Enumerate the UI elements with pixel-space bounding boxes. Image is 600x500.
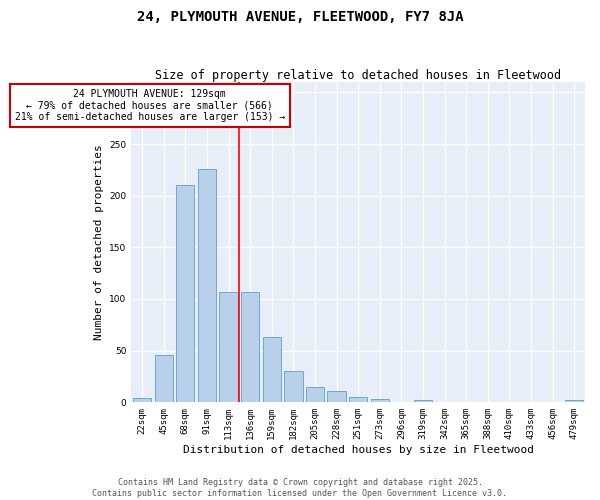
Bar — [371, 399, 389, 402]
X-axis label: Distribution of detached houses by size in Fleetwood: Distribution of detached houses by size … — [182, 445, 533, 455]
Bar — [133, 398, 151, 402]
Bar — [263, 337, 281, 402]
Y-axis label: Number of detached properties: Number of detached properties — [94, 144, 104, 340]
Bar — [241, 292, 259, 403]
Text: 24 PLYMOUTH AVENUE: 129sqm
← 79% of detached houses are smaller (566)
21% of sem: 24 PLYMOUTH AVENUE: 129sqm ← 79% of deta… — [14, 89, 285, 122]
Bar — [565, 400, 583, 402]
Bar — [306, 387, 324, 402]
Text: 24, PLYMOUTH AVENUE, FLEETWOOD, FY7 8JA: 24, PLYMOUTH AVENUE, FLEETWOOD, FY7 8JA — [137, 10, 463, 24]
Text: Contains HM Land Registry data © Crown copyright and database right 2025.
Contai: Contains HM Land Registry data © Crown c… — [92, 478, 508, 498]
Bar — [198, 169, 216, 402]
Bar — [414, 400, 432, 402]
Bar — [155, 355, 173, 403]
Title: Size of property relative to detached houses in Fleetwood: Size of property relative to detached ho… — [155, 69, 561, 82]
Bar — [176, 186, 194, 402]
Bar — [349, 397, 367, 402]
Bar — [284, 372, 302, 402]
Bar — [220, 292, 238, 403]
Bar — [328, 391, 346, 402]
